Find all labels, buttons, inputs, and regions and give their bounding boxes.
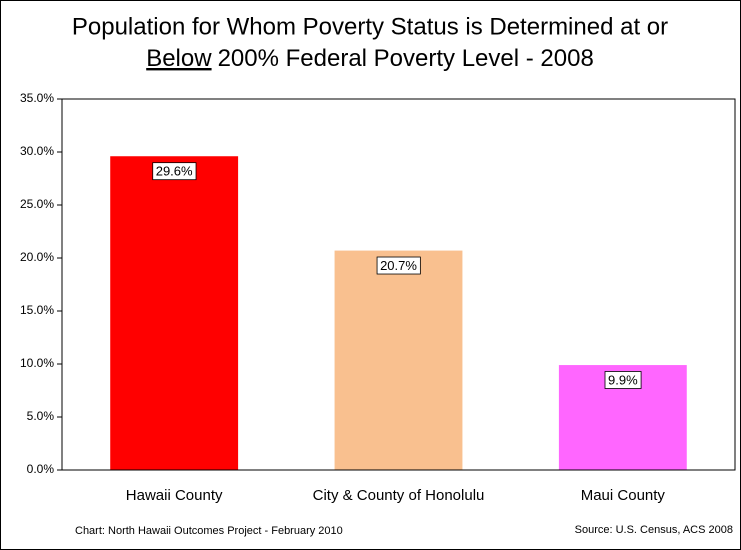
x-tick-label: Hawaii County xyxy=(126,487,223,504)
value-label: 9.9% xyxy=(608,372,638,387)
credit-note: Chart: North Hawaii Outcomes Project - F… xyxy=(75,525,343,537)
y-tick-label: 35.0% xyxy=(20,91,54,105)
chart-title: Population for Whom Poverty Status is De… xyxy=(72,13,668,40)
y-tick-label: 0.0% xyxy=(27,462,55,476)
y-tick-label: 5.0% xyxy=(27,409,55,423)
x-tick-label: City & County of Honolulu xyxy=(313,487,485,504)
bar xyxy=(334,250,463,470)
y-tick-label: 20.0% xyxy=(20,250,54,264)
bar xyxy=(110,156,239,471)
y-tick-label: 30.0% xyxy=(20,144,54,158)
value-label-box xyxy=(152,162,197,181)
source-note: Source: U.S. Census, ACS 2008 xyxy=(575,524,733,536)
x-tick-label: Maui County xyxy=(581,487,666,504)
value-label-box xyxy=(604,371,642,389)
y-tick-label: 15.0% xyxy=(20,303,54,317)
value-label: 29.6% xyxy=(156,164,193,179)
value-label: 20.7% xyxy=(380,258,417,273)
value-label-box xyxy=(376,256,421,275)
chart-title-rest: 200% Federal Poverty Level - 2008 xyxy=(218,45,594,72)
chart-title-emphasis: Below xyxy=(146,45,212,72)
chart-title: Below 200% Federal Poverty Level - 2008 xyxy=(146,45,594,72)
y-tick-label: 10.0% xyxy=(20,356,54,370)
y-tick-label: 25.0% xyxy=(20,197,54,211)
